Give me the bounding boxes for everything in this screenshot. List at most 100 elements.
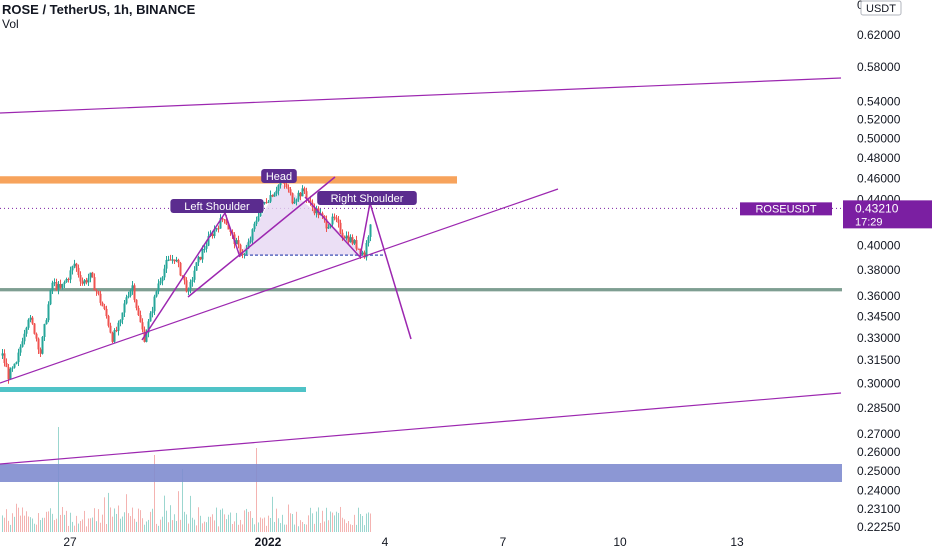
left-shoulder-label: Left Shoulder (184, 201, 250, 213)
candle-body (83, 280, 86, 284)
candle-body (279, 181, 282, 186)
candle-body (195, 262, 198, 271)
y-tick-label: 0.26000 (857, 445, 901, 459)
candle-body (175, 259, 178, 262)
candle-body (181, 275, 184, 277)
candle-body (133, 285, 136, 300)
time-axis[interactable]: 27 2022 4 7 10 13 (0, 532, 932, 550)
y-tick-label: 0.23100 (857, 502, 901, 516)
volume-bar (108, 492, 109, 532)
candle-body (87, 278, 90, 283)
candle-body (129, 290, 132, 296)
price-axis[interactable]: 0.660000.620000.580000.540000.520000.500… (842, 0, 932, 550)
candle-body (163, 268, 166, 278)
volume-bar (172, 520, 173, 532)
candle-body (179, 262, 182, 276)
candle-body (275, 190, 278, 194)
candle-body (113, 330, 116, 342)
price-zones (0, 176, 842, 482)
y-tick-label: 0.52000 (857, 112, 901, 126)
right-shoulder-label-bg (317, 191, 417, 205)
currency-badge: USDT (866, 3, 896, 15)
candle-body (217, 228, 220, 230)
candle-body (39, 349, 42, 354)
volume-bar (26, 511, 27, 532)
left-shoulder-drop (224, 212, 241, 258)
volume-bar (314, 523, 315, 532)
candle-body (271, 195, 274, 197)
volume-bar (28, 516, 29, 532)
volume-bar (132, 507, 133, 532)
volume-bar (106, 524, 107, 532)
volume-bar (332, 512, 333, 532)
candles (1, 176, 372, 384)
volume-bar (224, 514, 225, 532)
lower-channel-line (0, 392, 842, 465)
volume-bar (196, 525, 197, 532)
volume-bar (348, 520, 349, 532)
candle-body (355, 240, 358, 249)
volume-bar (338, 512, 339, 532)
candle-body (155, 291, 158, 297)
volume-bar (244, 510, 245, 532)
volume-bar (342, 517, 343, 532)
volume-bar (228, 514, 229, 532)
currency-badge-bg (860, 0, 902, 16)
symbol-tag: ROSEUSDT (755, 203, 816, 215)
volume-bar (340, 506, 341, 532)
candle-body (187, 289, 190, 292)
volume-bar (248, 511, 249, 532)
candle-body (89, 272, 92, 279)
candle-body (19, 346, 22, 353)
candle-body (367, 236, 370, 244)
volume-bar (100, 522, 101, 532)
support-line (0, 288, 842, 292)
candle-body (13, 363, 16, 368)
volume-bar (70, 512, 71, 532)
volume-bar (130, 516, 131, 532)
candle-body (77, 267, 80, 276)
candle-body (3, 353, 6, 364)
trendlines (0, 77, 842, 465)
candle-body (11, 367, 14, 369)
target-projection (369, 202, 412, 340)
candle-body (291, 193, 294, 204)
volume-bar (282, 514, 283, 532)
x-tick-label: 10 (613, 535, 627, 549)
volume-bar (266, 525, 267, 532)
volume-bar (240, 519, 241, 532)
candle-body (239, 244, 242, 254)
candle-body (269, 195, 272, 202)
volume-bar (294, 524, 295, 532)
volume-bar (42, 517, 43, 532)
volume-bar (48, 511, 49, 532)
y-tick-label: 0.31500 (857, 353, 901, 367)
candle-body (299, 192, 302, 197)
volume-bar (180, 519, 181, 532)
chart-title: ROSE / TetherUS, 1h, BINANCE (2, 2, 196, 17)
volume-bar (312, 513, 313, 532)
volume-bar (360, 514, 361, 532)
volume-bar (226, 519, 227, 532)
y-tick-label: 0.34500 (857, 309, 901, 323)
candle-body (349, 237, 352, 243)
candle-body (297, 192, 300, 200)
volume-bar (110, 507, 111, 532)
volume-bar (94, 508, 95, 532)
volume-bar (12, 513, 13, 532)
candle-body (285, 184, 288, 188)
rising-support-line (0, 188, 559, 384)
volume-bar (156, 523, 157, 532)
candle-body (247, 242, 250, 249)
left-shoulder-trend-up (141, 212, 226, 341)
volume-bar (136, 521, 137, 532)
candle-body (289, 189, 292, 194)
volume-bar (74, 525, 75, 532)
volume-bar (212, 514, 213, 532)
candle-body (45, 320, 48, 325)
volume-bar (362, 515, 363, 532)
candle-body (107, 316, 110, 326)
